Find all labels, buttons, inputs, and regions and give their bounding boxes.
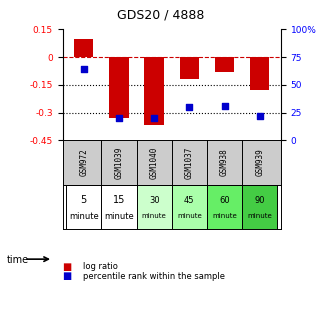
Bar [109,57,129,118]
Text: minute: minute [69,212,99,221]
Text: GSM972: GSM972 [79,148,88,176]
Point [187,104,192,110]
Text: GSM939: GSM939 [255,148,264,176]
Text: GSM938: GSM938 [220,148,229,176]
Bar [144,57,164,126]
Text: log ratio: log ratio [83,262,118,271]
Bar [136,184,172,229]
Text: GSM1037: GSM1037 [185,146,194,179]
Text: GSM1040: GSM1040 [150,146,159,179]
Point [152,115,157,121]
Bar [172,184,207,229]
Bar [207,184,242,229]
Point [81,67,86,72]
Text: 5: 5 [81,195,87,205]
Text: minute: minute [142,214,167,219]
Text: 90: 90 [255,196,265,205]
Text: minute: minute [212,214,237,219]
Text: ■: ■ [63,262,72,271]
Bar [74,39,93,57]
Point [222,103,227,109]
Text: 30: 30 [149,196,160,205]
Text: percentile rank within the sample: percentile rank within the sample [83,272,225,281]
Text: minute: minute [247,214,272,219]
Bar [242,184,277,229]
Text: GSM1039: GSM1039 [114,146,124,179]
Bar [250,57,269,90]
Text: 45: 45 [184,196,195,205]
Text: GDS20 / 4888: GDS20 / 4888 [117,8,204,21]
Text: ■: ■ [63,271,72,281]
Text: 60: 60 [219,196,230,205]
Text: time: time [6,255,29,265]
Bar [215,57,234,72]
Bar [101,184,136,229]
Bar [180,57,199,79]
Point [257,113,262,118]
Bar [66,184,101,229]
Text: minute: minute [177,214,202,219]
Point [116,115,121,121]
Text: minute: minute [104,212,134,221]
Text: 15: 15 [113,195,125,205]
